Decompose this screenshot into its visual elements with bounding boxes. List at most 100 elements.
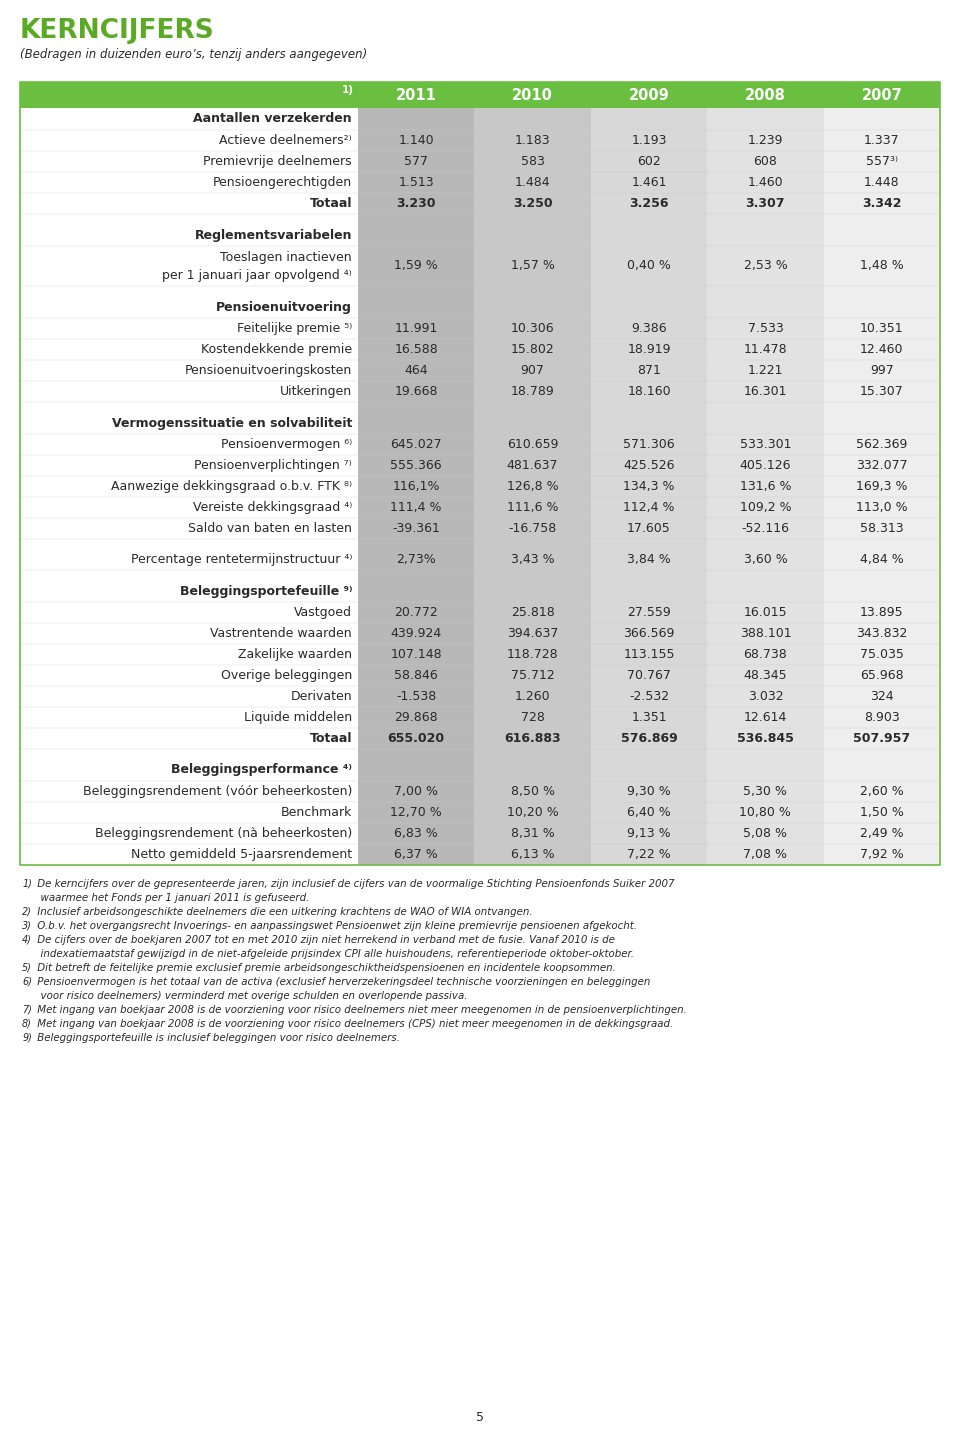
Text: 2): 2)	[22, 907, 32, 917]
Text: 118.728: 118.728	[507, 648, 559, 661]
Text: 20.772: 20.772	[395, 606, 438, 619]
Text: Vereiste dekkingsgraad ⁴⁾: Vereiste dekkingsgraad ⁴⁾	[193, 501, 352, 514]
Text: 608: 608	[754, 155, 778, 168]
Text: 131,6 %: 131,6 %	[739, 479, 791, 492]
Text: 3.032: 3.032	[748, 690, 783, 703]
Text: 1.183: 1.183	[515, 134, 550, 147]
Text: 12,70 %: 12,70 %	[391, 806, 442, 819]
Text: 464: 464	[404, 364, 428, 377]
Text: 481.637: 481.637	[507, 459, 559, 472]
Text: Pensioenuitvoering: Pensioenuitvoering	[216, 300, 352, 313]
Text: 18.160: 18.160	[627, 386, 671, 399]
Text: 3): 3)	[22, 921, 32, 931]
Text: 1.193: 1.193	[632, 134, 667, 147]
Text: voor risico deelnemers) verminderd met overige schulden en overlopende passiva.: voor risico deelnemers) verminderd met o…	[34, 991, 468, 1001]
Text: 12.614: 12.614	[744, 710, 787, 723]
Text: Premievrije deelnemers: Premievrije deelnemers	[204, 155, 352, 168]
Text: Totaal: Totaal	[309, 196, 352, 209]
Text: 1.513: 1.513	[398, 176, 434, 189]
Text: 11.991: 11.991	[395, 322, 438, 335]
Text: 1.461: 1.461	[632, 176, 667, 189]
Text: 1.221: 1.221	[748, 364, 783, 377]
Text: Saldo van baten en lasten: Saldo van baten en lasten	[188, 521, 352, 534]
Text: 7,00 %: 7,00 %	[395, 786, 438, 799]
Text: Beleggingsrendement (nà beheerkosten): Beleggingsrendement (nà beheerkosten)	[95, 827, 352, 840]
Text: Beleggingsportefeuille is inclusief beleggingen voor risico deelnemers.: Beleggingsportefeuille is inclusief bele…	[34, 1032, 400, 1043]
Text: 2,60 %: 2,60 %	[860, 786, 903, 799]
Text: 16.588: 16.588	[395, 344, 438, 357]
Text: (Bedragen in duizenden euro’s, tenzij anders aangegeven): (Bedragen in duizenden euro’s, tenzij an…	[20, 48, 368, 61]
Text: Pensioenvermogen ⁶⁾: Pensioenvermogen ⁶⁾	[221, 438, 352, 451]
Text: 6): 6)	[22, 978, 32, 988]
Text: 5,08 %: 5,08 %	[743, 827, 787, 840]
Text: 7,22 %: 7,22 %	[627, 848, 671, 861]
Text: 1,57 %: 1,57 %	[511, 260, 555, 273]
Text: 557³⁾: 557³⁾	[866, 155, 898, 168]
Text: Pensioenvermogen is het totaal van de activa (exclusief herverzekeringsdeel tech: Pensioenvermogen is het totaal van de ac…	[34, 978, 650, 988]
Text: 111,6 %: 111,6 %	[507, 501, 559, 514]
Text: 8): 8)	[22, 1019, 32, 1030]
Text: 583: 583	[520, 155, 544, 168]
Text: Percentage rentetermijnstructuur ⁴⁾: Percentage rentetermijnstructuur ⁴⁾	[131, 553, 352, 566]
Text: 1.337: 1.337	[864, 134, 900, 147]
Text: Liquide middelen: Liquide middelen	[244, 710, 352, 723]
Text: 871: 871	[637, 364, 660, 377]
Text: 58.313: 58.313	[860, 521, 903, 534]
Text: 1,59 %: 1,59 %	[395, 260, 438, 273]
Text: 1.351: 1.351	[631, 710, 667, 723]
Text: 1): 1)	[342, 85, 354, 95]
Text: waarmee het Fonds per 1 januari 2011 is gefuseerd.: waarmee het Fonds per 1 januari 2011 is …	[34, 892, 309, 902]
Text: -16.758: -16.758	[509, 521, 557, 534]
Text: 27.559: 27.559	[627, 606, 671, 619]
Text: 2,73%: 2,73%	[396, 553, 436, 566]
Text: 10,20 %: 10,20 %	[507, 806, 559, 819]
Text: 11.478: 11.478	[744, 344, 787, 357]
Text: 113.155: 113.155	[623, 648, 675, 661]
Text: 2,53 %: 2,53 %	[744, 260, 787, 273]
Text: 25.818: 25.818	[511, 606, 555, 619]
Text: 3.256: 3.256	[629, 196, 669, 209]
Text: 6,13 %: 6,13 %	[511, 848, 555, 861]
Text: 65.968: 65.968	[860, 669, 903, 682]
Text: Beleggingsrendement (vóór beheerkosten): Beleggingsrendement (vóór beheerkosten)	[83, 786, 352, 799]
Text: Actieve deelnemers²⁾: Actieve deelnemers²⁾	[220, 134, 352, 147]
Text: 70.767: 70.767	[627, 669, 671, 682]
Text: 4): 4)	[22, 936, 32, 944]
Text: -2.532: -2.532	[629, 690, 669, 703]
Text: Toeslagen inactieven
per 1 januari jaar opvolgend ⁴⁾: Toeslagen inactieven per 1 januari jaar …	[162, 250, 352, 282]
Text: 134,3 %: 134,3 %	[623, 479, 675, 492]
Text: Pensioenverplichtingen ⁷⁾: Pensioenverplichtingen ⁷⁾	[194, 459, 352, 472]
Text: 58.846: 58.846	[395, 669, 438, 682]
Text: 1.448: 1.448	[864, 176, 900, 189]
Text: 536.845: 536.845	[737, 732, 794, 745]
Text: 3.230: 3.230	[396, 196, 436, 209]
Text: 405.126: 405.126	[739, 459, 791, 472]
Text: 1.460: 1.460	[748, 176, 783, 189]
Text: indexatiemaatstaf gewijzigd in de niet-afgeleide prijsindex CPI alle huishoudens: indexatiemaatstaf gewijzigd in de niet-a…	[34, 949, 634, 959]
Text: 2,49 %: 2,49 %	[860, 827, 903, 840]
Text: De cijfers over de boekjaren 2007 tot en met 2010 zijn niet herrekend in verband: De cijfers over de boekjaren 2007 tot en…	[34, 936, 614, 944]
Text: 13.895: 13.895	[860, 606, 903, 619]
Text: 388.101: 388.101	[739, 627, 791, 640]
Text: 48.345: 48.345	[744, 669, 787, 682]
Text: 7.533: 7.533	[748, 322, 783, 335]
Text: De kerncijfers over de gepresenteerde jaren, zijn inclusief de cijfers van de vo: De kerncijfers over de gepresenteerde ja…	[34, 879, 675, 890]
Text: KERNCIJFERS: KERNCIJFERS	[20, 17, 215, 43]
Text: 7): 7)	[22, 1005, 32, 1015]
Text: 8,31 %: 8,31 %	[511, 827, 555, 840]
Text: 576.869: 576.869	[620, 732, 678, 745]
Text: 4,84 %: 4,84 %	[860, 553, 903, 566]
Text: 655.020: 655.020	[388, 732, 444, 745]
Text: 366.569: 366.569	[623, 627, 675, 640]
Text: 3,43 %: 3,43 %	[511, 553, 555, 566]
Text: 1.260: 1.260	[515, 690, 550, 703]
Text: 8,50 %: 8,50 %	[511, 786, 555, 799]
Text: 907: 907	[520, 364, 544, 377]
Bar	[590, 108, 708, 865]
Text: 2011: 2011	[396, 88, 437, 103]
Text: 116,1%: 116,1%	[393, 479, 440, 492]
Text: 997: 997	[870, 364, 894, 377]
Text: 343.832: 343.832	[856, 627, 907, 640]
Text: 2009: 2009	[629, 88, 669, 103]
Text: 3,84 %: 3,84 %	[627, 553, 671, 566]
